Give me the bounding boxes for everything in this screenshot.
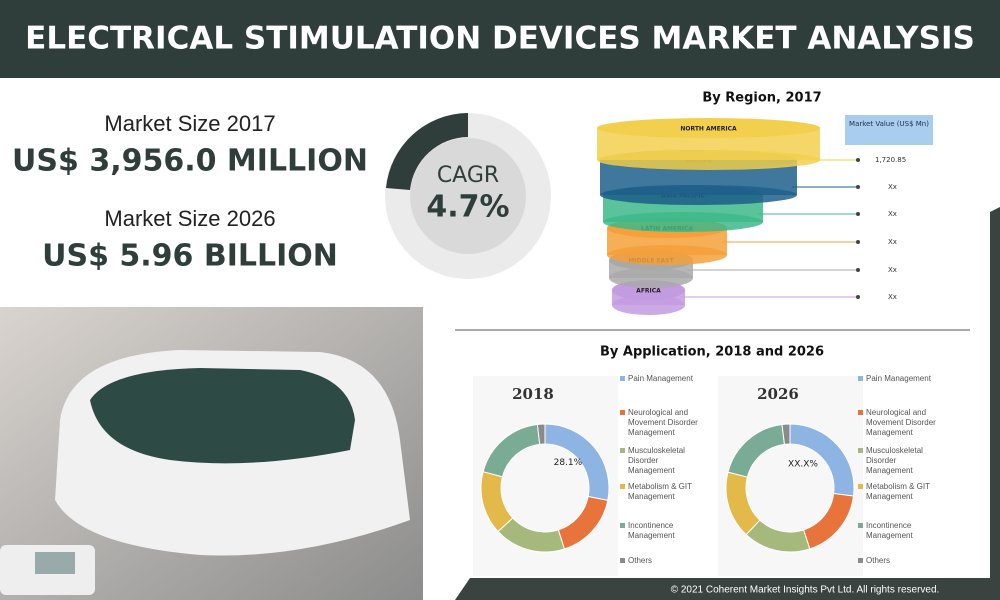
market-value: US$ 5.96 BILLION	[42, 239, 338, 274]
market-value: US$ 3,956.0 MILLION	[12, 144, 368, 179]
legend-entry: Pain Management	[620, 374, 706, 384]
application-title: By Application, 2018 and 2026	[600, 345, 824, 360]
leader-dot	[856, 295, 860, 299]
legend-entry: Others	[620, 556, 706, 566]
market-label: Market Size 2017	[104, 111, 275, 136]
header-title: ELECTRICAL STIMULATION DEVICES MARKET AN…	[25, 21, 975, 57]
header-bar	[0, 0, 1000, 78]
region-value: Xx	[888, 238, 897, 246]
device-photo	[0, 307, 423, 600]
cagr-value: 4.7%	[426, 190, 509, 225]
region-value: Xx	[888, 183, 897, 191]
region-value: Xx	[888, 293, 897, 301]
donut-segment	[536, 423, 546, 445]
region-value: Xx	[888, 210, 897, 218]
legend-entry: Neurological and Movement Disorder Manag…	[858, 408, 944, 438]
legend-entry: Metabolism & GIT Management	[858, 482, 944, 502]
legend-entry: Neurological and Movement Disorder Manag…	[620, 408, 706, 438]
value-label: 28.1%	[554, 458, 583, 468]
cagr-arc	[386, 113, 468, 190]
annotation: XX.X%	[788, 460, 818, 470]
region-legend: Market Value (US$ Mn)	[849, 120, 929, 128]
footer: © 2021 Coherent Market Insights Pvt Ltd.…	[671, 585, 940, 596]
legend-entry: Pain Management	[858, 374, 944, 384]
region-title: By Region, 2017	[702, 91, 821, 106]
donut-title: 2026	[757, 385, 799, 403]
market-label: Market Size 2026	[104, 206, 275, 231]
region-value: Xx	[888, 266, 897, 274]
leader-dot	[856, 185, 860, 189]
leader-dot	[856, 158, 860, 162]
funnel-level: NORTH AMERICA	[597, 118, 820, 170]
legend-entry: Incontinence Management	[858, 521, 944, 541]
region-value: 1,720.85	[875, 156, 906, 164]
cagr-label: CAGR	[437, 163, 499, 188]
funnel-top	[597, 118, 820, 138]
legend-entry: Musculoskeletal Disorder Management	[858, 446, 944, 476]
legend-entry: Musculoskeletal Disorder Management	[620, 446, 706, 476]
leader-dot	[856, 268, 860, 272]
cagr-core	[410, 138, 526, 254]
region-name: AFRICA	[636, 288, 661, 295]
donut-title: 2018	[512, 385, 554, 403]
legend-entry: Metabolism & GIT Management	[620, 482, 706, 502]
region-name: NORTH AMERICA	[680, 126, 737, 133]
leader-dot	[856, 240, 860, 244]
legend-entry: Incontinence Management	[620, 521, 706, 541]
donut-segment	[781, 423, 791, 445]
legend-entry: Others	[858, 556, 944, 566]
leader-dot	[856, 212, 860, 216]
region-legend-box	[845, 115, 933, 145]
